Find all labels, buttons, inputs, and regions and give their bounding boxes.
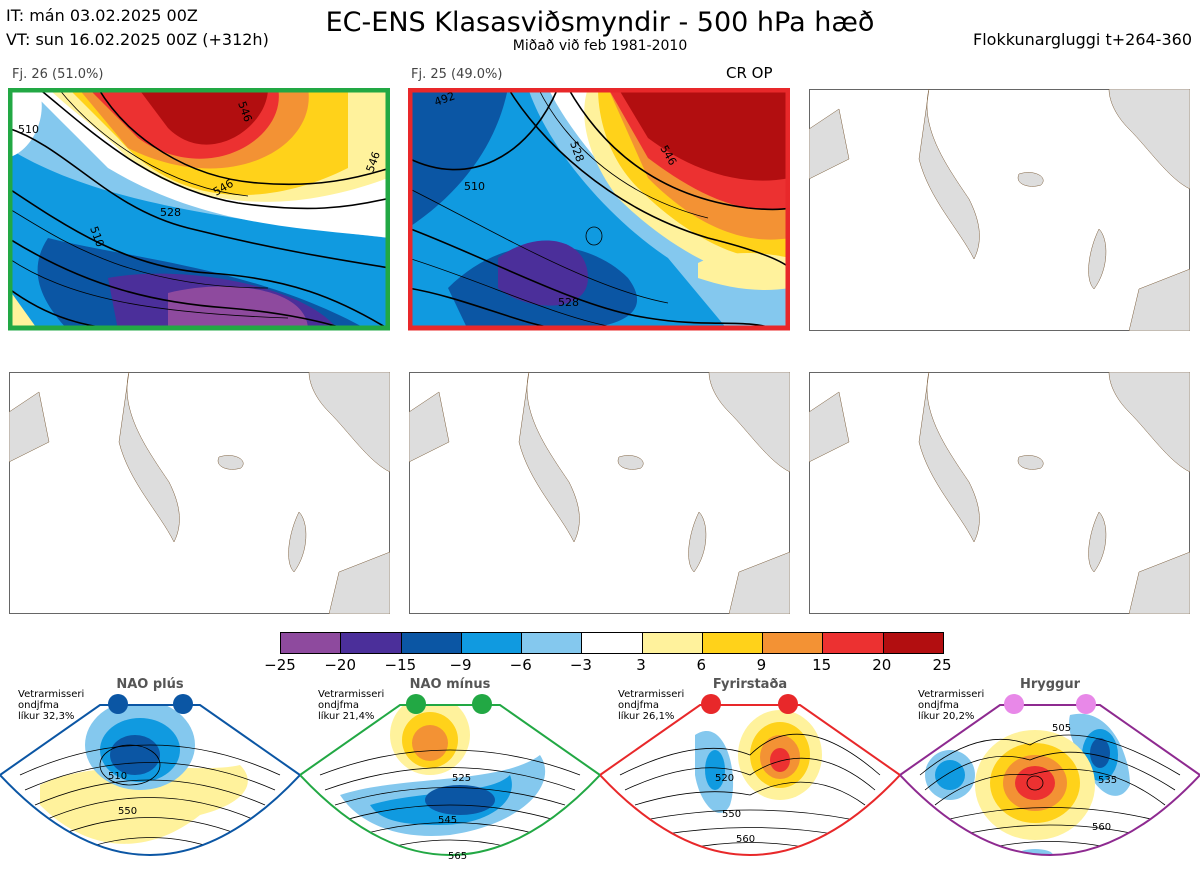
- colorbar-tick-label: 9: [756, 656, 767, 674]
- regime-4-contour-b: 535: [1098, 775, 1117, 786]
- regime-1-note: Vetrarmisseri ondjfma líkur 32,3%: [18, 689, 84, 722]
- regime-2-note-3: líkur 21,4%: [318, 711, 375, 722]
- regime-4-contour-a: 505: [1052, 723, 1071, 734]
- regime-3-note-1: Vetrarmisseri: [618, 689, 685, 700]
- regime-1-contour-a: 510: [108, 771, 127, 782]
- init-time: IT: mán 03.02.2025 00Z: [6, 6, 198, 25]
- regime-1-name: NAO plús: [116, 677, 184, 692]
- colorbar-swatch: [281, 633, 342, 653]
- regime-3-contour-c: 560: [736, 834, 755, 845]
- regime-3-note-2: ondjfma: [618, 700, 659, 711]
- colorbar-swatch: [401, 633, 462, 653]
- colorbar-tick-label: −15: [384, 656, 417, 674]
- regime-4-note-1: Vetrarmisseri: [918, 689, 985, 700]
- regime-4-contour-c: 560: [1092, 822, 1111, 833]
- colorbar-swatch: [522, 633, 583, 653]
- window-label: Flokkunargluggi t+264-360: [973, 30, 1192, 49]
- colorbar-swatch: [461, 633, 523, 653]
- colorbar-swatch: [582, 633, 643, 653]
- empty-map-4: [809, 372, 1190, 614]
- regime-2-note-2: ondjfma: [318, 700, 359, 711]
- regime-2-contour-c: 565: [448, 851, 467, 862]
- regime-2-note: Vetrarmisseri ondjfma líkur 21,4%: [318, 689, 384, 722]
- regime-3-note: Vetrarmisseri ondjfma líkur 26,1%: [618, 689, 684, 722]
- colorbar-tick-label: −25: [264, 656, 296, 674]
- colorbar: [280, 632, 944, 654]
- regime-2-name: NAO mínus: [409, 677, 491, 692]
- regime-ridge: 505 535 560 Hryggur Vetrarmisseri ondjfm…: [900, 675, 1200, 871]
- colorbar-tick-label: 20: [872, 656, 892, 674]
- header-info: IT: mán 03.02.2025 00Z VT: sun 16.02.202…: [6, 4, 269, 52]
- colorbar-swatch: [341, 633, 402, 653]
- svg-text:510: 510: [18, 123, 39, 136]
- colorbar-swatch: [702, 633, 764, 653]
- empty-map-1: [809, 89, 1190, 331]
- colorbar-tick-label: −20: [324, 656, 356, 674]
- regime-4-name: Hryggur: [1019, 677, 1081, 692]
- colorbar-tick-label: −6: [509, 656, 532, 674]
- regime-3-contour-a: 520: [715, 773, 734, 784]
- cluster-2-label: Fj. 25 (49.0%): [411, 67, 503, 82]
- regime-3-note-3: líkur 26,1%: [618, 711, 675, 722]
- colorbar-tick-label: −9: [449, 656, 472, 674]
- regime-3-contour-b: 550: [722, 809, 741, 820]
- regime-1-contour-b: 550: [118, 806, 137, 817]
- regime-blocking: 520 550 560 Fyrirstaða Vetrarmisseri ond…: [600, 675, 900, 871]
- regime-nao-plus: 510 550 NAO plús Vetrarmisseri ondjfma l…: [0, 675, 300, 871]
- colorbar-swatch: [642, 633, 703, 653]
- colorbar-tick-label: 15: [812, 656, 832, 674]
- svg-text:528: 528: [558, 296, 579, 309]
- colorbar-swatch: [823, 633, 884, 653]
- colorbar-tick-label: 3: [636, 656, 646, 674]
- regime-2-contour-b: 545: [438, 815, 457, 826]
- cluster-2-map: 492 510 528 528 546: [408, 88, 790, 331]
- regime-1-note-3: líkur 32,3%: [18, 711, 75, 722]
- colorbar-tick-label: 6: [696, 656, 707, 674]
- regime-1-note-2: ondjfma: [18, 700, 59, 711]
- valid-time: VT: sun 16.02.2025 00Z (+312h): [6, 30, 269, 49]
- colorbar-tick-label: 25: [932, 656, 952, 674]
- regime-1-note-1: Vetrarmisseri: [18, 689, 85, 700]
- colorbar-tick-label: −3: [569, 656, 592, 674]
- regime-nao-minus: 525 545 565 NAO mínus Vetrarmisseri ondj…: [300, 675, 600, 871]
- cluster-1-map: 510 510 528 546 546 546: [8, 88, 390, 331]
- regime-2-contour-a: 525: [452, 773, 471, 784]
- cr-op-label: CR OP: [726, 64, 773, 82]
- regime-3-name: Fyrirstaða: [712, 677, 788, 692]
- regime-2-note-1: Vetrarmisseri: [318, 689, 385, 700]
- empty-map-2: [9, 372, 390, 614]
- page-title: EC-ENS Klasasviðsmyndir - 500 hPa hæð: [325, 7, 875, 38]
- empty-map-3: [409, 372, 790, 614]
- svg-text:510: 510: [464, 180, 485, 193]
- page-subtitle: Miðað við feb 1981-2010: [512, 38, 688, 54]
- colorbar-swatch: [763, 633, 824, 653]
- regime-4-note: Vetrarmisseri ondjfma líkur 20,2%: [918, 689, 984, 722]
- regime-4-note-3: líkur 20,2%: [918, 711, 975, 722]
- cluster-1-label: Fj. 26 (51.0%): [12, 67, 104, 82]
- regime-4-note-2: ondjfma: [918, 700, 959, 711]
- colorbar-swatch: [883, 633, 943, 653]
- svg-text:528: 528: [160, 206, 181, 219]
